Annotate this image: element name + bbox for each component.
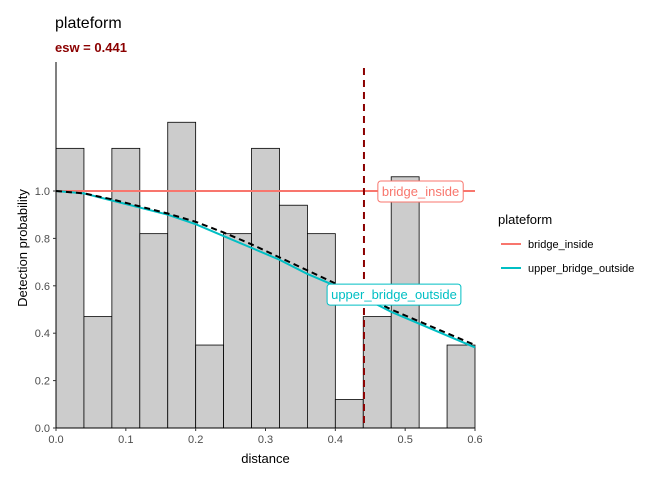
histogram-bar-0 <box>55 147 85 429</box>
curve-label-box-1 <box>326 283 462 306</box>
histogram-bar-14 <box>446 344 476 429</box>
legend-label-bridge-inside: bridge_inside <box>528 239 593 251</box>
histogram-bar-6 <box>223 233 252 429</box>
histogram-bar-3 <box>139 233 169 429</box>
curve-label-text-1: upper_bridge_outside <box>331 287 457 302</box>
axes: 0.0 0.1 0.2 0.3 0.4 0.5 0.6 0.0 0.2 0.4 0.6 0.8 1.0 <box>35 62 483 446</box>
legend-label-upper-bridge-outside: upper_bridge_outside <box>528 263 634 275</box>
histogram-bar-10 <box>334 399 364 429</box>
curve-label-text-0: bridge_inside <box>382 184 459 199</box>
histogram-bar-11 <box>362 316 392 429</box>
chart-subtitle: esw = 0.441 <box>55 40 127 55</box>
curve-label-upper-bridge-outside: upper_bridge_outside <box>326 283 462 306</box>
histogram-bars <box>55 121 476 429</box>
histogram-bar-1 <box>83 316 113 429</box>
legend: plateform bridge_inside upper_bridge_out… <box>498 212 634 275</box>
x-tick-label-4: 0.4 <box>328 434 343 446</box>
curve-label-bridge-inside: bridge_inside <box>377 180 464 203</box>
curve-label-box-0 <box>377 180 464 203</box>
x-tick-label-1: 0.1 <box>118 434 133 446</box>
x-tick-label-2: 0.2 <box>188 434 203 446</box>
legend-title: plateform <box>498 212 552 227</box>
y-tick-label-5: 1.0 <box>35 186 50 198</box>
x-tick-label-0: 0.0 <box>48 434 63 446</box>
histogram-bar-8 <box>279 204 308 429</box>
y-axis-title: Detection probability <box>15 189 30 307</box>
x-axis-title: distance <box>241 451 289 466</box>
x-tick-label-6: 0.6 <box>467 434 482 446</box>
average-detection-curve <box>55 190 476 346</box>
histogram-bar-7 <box>251 147 280 429</box>
y-tick-label-3: 0.6 <box>35 281 50 293</box>
histogram-bar-2 <box>111 147 141 429</box>
x-tick-label-5: 0.5 <box>398 434 413 446</box>
histogram-bar-9 <box>306 233 336 429</box>
chart-title: plateform <box>55 15 122 32</box>
histogram-bar-5 <box>195 344 225 429</box>
x-tick-label-3: 0.3 <box>258 434 273 446</box>
curve-labels: bridge_inside upper_bridge_outside <box>326 180 464 306</box>
y-tick-label-2: 0.4 <box>35 328 50 340</box>
histogram-bar-4 <box>167 121 197 429</box>
y-tick-label-0: 0.0 <box>35 423 50 435</box>
y-tick-label-1: 0.2 <box>35 376 50 388</box>
series-line-upper-bridge-outside <box>55 190 476 349</box>
y-tick-label-4: 0.8 <box>35 233 50 245</box>
